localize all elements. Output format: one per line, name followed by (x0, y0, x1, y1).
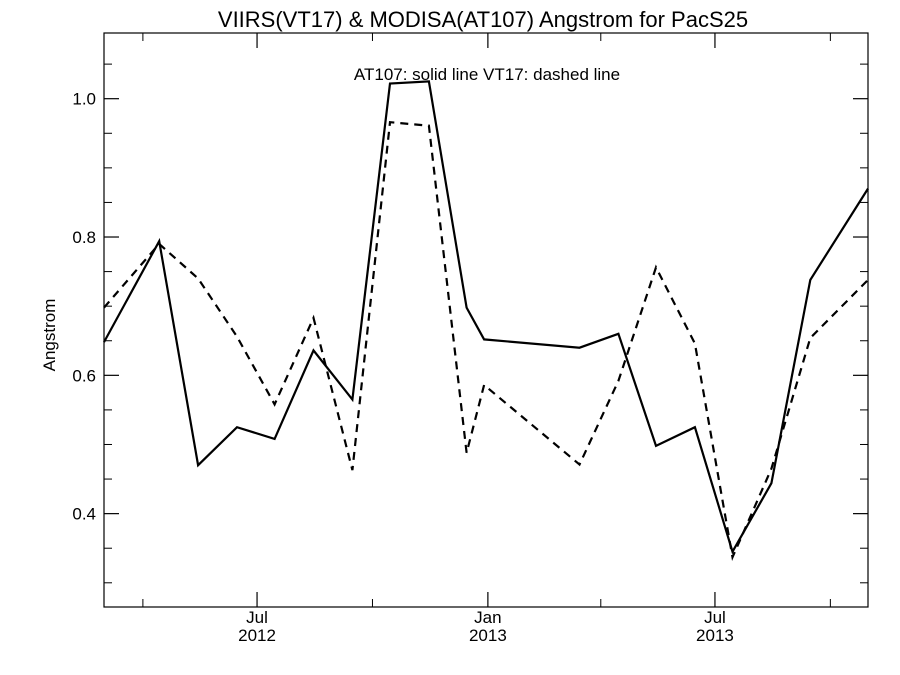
x-tick-month-label: Jul (704, 608, 726, 627)
y-tick-label: 1.0 (72, 90, 96, 109)
plot-area-frame (103, 32, 869, 608)
chart-title: VIIRS(VT17) & MODISA(AT107) Angstrom for… (218, 7, 748, 32)
series-line-vt17 (103, 121, 869, 561)
y-tick-label: 0.4 (72, 505, 96, 524)
y-tick-label: 0.6 (72, 366, 96, 385)
legend-annotation: AT107: solid line VT17: dashed line (354, 65, 620, 84)
x-tick-year-label: 2012 (238, 626, 276, 645)
series-line-at107 (103, 80, 869, 555)
x-tick-year-label: 2013 (696, 626, 734, 645)
y-tick-label: 0.8 (72, 228, 96, 247)
x-tick-month-label: Jul (246, 608, 268, 627)
axis-ticks (104, 33, 868, 607)
series-layer (103, 80, 869, 561)
x-tick-month-label: Jan (474, 608, 501, 627)
y-axis-label: Angstrom (40, 299, 59, 372)
x-tick-year-label: 2013 (469, 626, 507, 645)
